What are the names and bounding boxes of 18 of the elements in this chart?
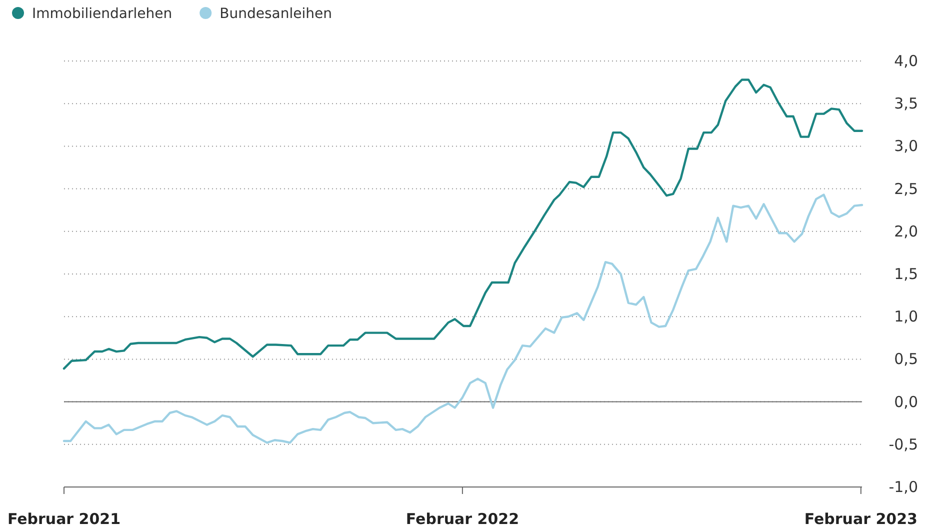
- y-tick-label: 2,0: [894, 222, 918, 240]
- legend-label: Bundesanleihen: [220, 6, 332, 22]
- y-tick-label: 3,0: [894, 137, 918, 156]
- y-tick-label: 1,0: [894, 308, 918, 326]
- x-tick-label: Februar 2022: [406, 510, 520, 528]
- y-tick-label: 1,5: [894, 265, 918, 283]
- x-tick-label: Februar 2023: [804, 510, 918, 528]
- y-tick-label: -1,0: [888, 478, 918, 496]
- line-series: [62, 78, 864, 370]
- x-tick-label: Februar 2021: [7, 510, 121, 528]
- line-series: [62, 194, 864, 444]
- y-tick-label: 3,5: [894, 94, 918, 113]
- y-tick-label: 4,0: [894, 52, 918, 70]
- y-tick-label: 2,5: [894, 180, 918, 198]
- y-tick-label: 0,5: [894, 350, 918, 368]
- y-tick-label: -0,5: [888, 435, 918, 454]
- legend-label: Immobiliendarlehen: [32, 6, 172, 22]
- y-tick-label: 0,0: [894, 392, 918, 411]
